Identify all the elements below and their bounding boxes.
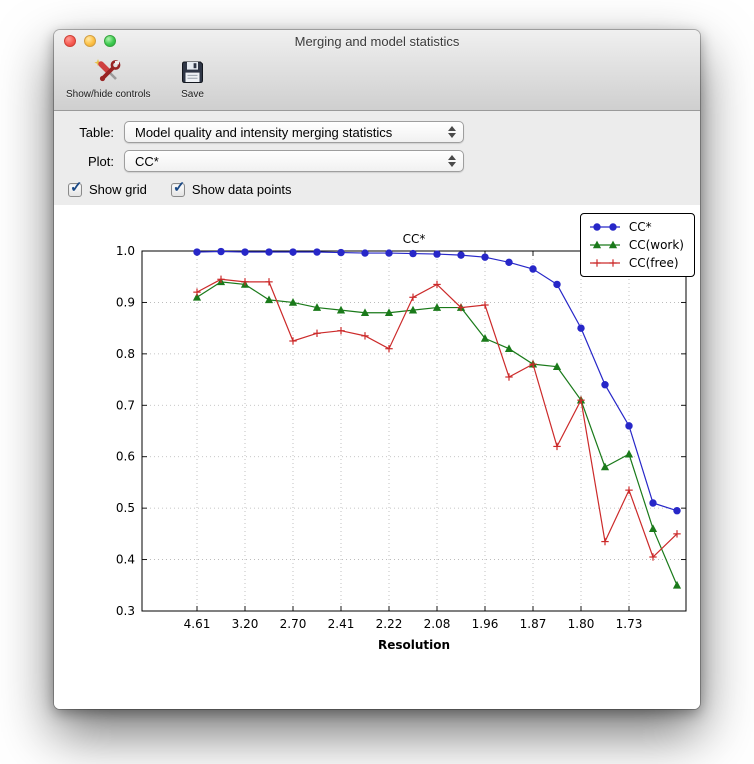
- table-select-value: Model quality and intensity merging stat…: [135, 124, 393, 140]
- svg-text:1.80: 1.80: [568, 617, 595, 631]
- legend-label: CC*: [628, 220, 652, 234]
- chart-area: 4.61 3.20 2.70 2.41 2.22 2.08 1.96 1.87 1.80 1.73…: [54, 205, 700, 709]
- legend-sample-cc-free: [589, 259, 620, 267]
- table-row: Table: Model quality and intensity mergi…: [64, 121, 700, 143]
- traffic-lights: [64, 35, 116, 47]
- svg-text:0.3: 0.3: [116, 604, 135, 618]
- svg-text:2.70: 2.70: [280, 617, 307, 631]
- svg-text:0.6: 0.6: [116, 450, 135, 464]
- svg-text:0.8: 0.8: [116, 347, 135, 361]
- legend-label: CC(free): [628, 256, 679, 270]
- plot-select-value: CC*: [135, 153, 159, 169]
- svg-text:1.96: 1.96: [472, 617, 499, 631]
- window-title: Merging and model statistics: [294, 33, 460, 49]
- checkmark-icon: ✓: [70, 178, 83, 196]
- save-icon: [180, 57, 205, 87]
- legend-label: CC(work): [628, 238, 684, 252]
- checkbox-box: ✓: [170, 179, 185, 197]
- legend-item: CC(free): [588, 256, 684, 270]
- svg-text:Resolution: Resolution: [378, 638, 450, 652]
- svg-text:4.61: 4.61: [184, 617, 211, 631]
- svg-text:2.08: 2.08: [424, 617, 451, 631]
- show-data-points-label: Show data points: [191, 182, 292, 197]
- controls-panel: Table: Model quality and intensity mergi…: [54, 111, 700, 205]
- zoom-button[interactable]: [104, 35, 116, 47]
- plot-row: Plot: CC*: [64, 150, 700, 172]
- minimize-button[interactable]: [84, 35, 96, 47]
- plot-label: Plot:: [87, 153, 114, 169]
- table-select[interactable]: Model quality and intensity merging stat…: [124, 121, 464, 143]
- svg-text:2.22: 2.22: [376, 617, 403, 631]
- svg-text:1.0: 1.0: [116, 244, 135, 258]
- legend-item: CC*: [588, 220, 684, 234]
- svg-text:3.20: 3.20: [232, 617, 259, 631]
- show-hide-controls-button[interactable]: Show/hide controls: [66, 57, 151, 100]
- checkbox-box: ✓: [68, 179, 83, 197]
- svg-text:0.5: 0.5: [116, 501, 135, 515]
- svg-text:1.73: 1.73: [616, 617, 643, 631]
- legend-sample-cc-work: [589, 240, 620, 249]
- svg-text:0.9: 0.9: [116, 295, 135, 309]
- svg-text:1.87: 1.87: [520, 617, 547, 631]
- table-label: Table:: [79, 124, 114, 140]
- svg-text:CC*: CC*: [403, 232, 426, 246]
- legend-item: CC(work): [588, 238, 684, 252]
- svg-text:0.4: 0.4: [116, 553, 135, 567]
- titlebar: Merging and model statistics: [54, 30, 700, 52]
- checkmark-icon: ✓: [172, 178, 186, 196]
- svg-text:2.41: 2.41: [328, 617, 355, 631]
- tools-icon: [93, 57, 123, 87]
- show-grid-checkbox[interactable]: ✓ Show grid: [68, 179, 147, 197]
- popup-arrows-icon: [448, 151, 456, 171]
- svg-text:0.7: 0.7: [116, 398, 135, 412]
- plot-select[interactable]: CC*: [124, 150, 464, 172]
- app-window: Merging and model statistics: [54, 30, 700, 709]
- show-grid-label: Show grid: [89, 182, 147, 197]
- checkbox-row: ✓ Show grid ✓ Show data points: [68, 179, 700, 197]
- show-data-points-checkbox[interactable]: ✓ Show data points: [170, 179, 292, 197]
- legend-sample-cc-star: [589, 223, 620, 231]
- tool-label: Save: [181, 89, 204, 100]
- close-button[interactable]: [64, 35, 76, 47]
- chart-legend: CC* CC(work) CC(free): [579, 213, 695, 277]
- save-button[interactable]: Save: [171, 57, 215, 100]
- chart-svg: 4.61 3.20 2.70 2.41 2.22 2.08 1.96 1.87 1.80 1.73…: [116, 232, 687, 652]
- tool-label: Show/hide controls: [66, 89, 151, 100]
- toolbar: Show/hide controls Save: [54, 52, 700, 110]
- popup-arrows-icon: [448, 122, 456, 142]
- window-chrome: Merging and model statistics: [54, 30, 700, 111]
